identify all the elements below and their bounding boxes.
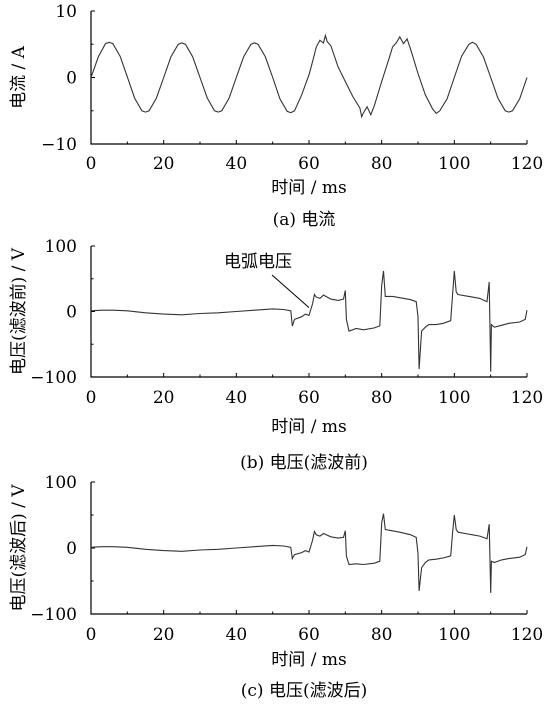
- x-tick-label: 80: [371, 625, 393, 645]
- x-tick-label: 20: [153, 388, 175, 408]
- y-axis-label: 电流 / A: [9, 45, 29, 109]
- x-tick-label: 40: [226, 154, 248, 174]
- x-tick-label: 100: [438, 388, 470, 408]
- x-tick-label: 20: [153, 625, 175, 645]
- axes: [90, 11, 527, 145]
- y-tick-label: 0: [66, 303, 77, 323]
- x-axis-label: 时间 / ms: [271, 650, 346, 670]
- annotation-leader: [271, 274, 310, 308]
- panel-caption: (b) 电压(滤波前): [240, 453, 368, 473]
- y-axis-label: 电压(滤波后) / V: [9, 484, 29, 612]
- y-tick-label: −100: [30, 368, 77, 388]
- annotation-label: 电弧电压: [224, 252, 292, 272]
- x-tick-label: 0: [86, 625, 97, 645]
- y-tick-label: 10: [55, 2, 77, 22]
- x-tick-label: 40: [226, 625, 248, 645]
- y-tick-label: 100: [45, 473, 77, 493]
- y-tick-label: −10: [41, 135, 77, 155]
- series-line: [90, 513, 528, 593]
- y-axis-label: 电压(滤波前) / V: [9, 247, 29, 375]
- panel-b: 0 20 40 60 80 100 120 100 0 −100 时间 / ms 电压(滤波前) / …: [9, 237, 543, 473]
- series-line: [90, 270, 528, 372]
- x-tick-label: 120: [511, 388, 543, 408]
- x-tick-label: 120: [511, 625, 543, 645]
- y-tick-label: 0: [66, 539, 77, 559]
- axes: [90, 482, 527, 615]
- x-tick-label: 120: [511, 154, 543, 174]
- x-tick-label: 40: [226, 388, 248, 408]
- x-axis-label: 时间 / ms: [271, 178, 346, 198]
- x-axis-label: 时间 / ms: [271, 417, 346, 437]
- y-tick-label: 100: [45, 237, 77, 257]
- axes: [90, 246, 527, 378]
- x-tick-label: 80: [371, 388, 393, 408]
- panel-caption: (a) 电流: [273, 210, 336, 230]
- x-tick-label: 60: [298, 388, 320, 408]
- x-tick-label: 100: [438, 625, 470, 645]
- x-tick-label: 0: [86, 154, 97, 174]
- x-tick-label: 60: [298, 154, 320, 174]
- x-tick-label: 20: [153, 154, 175, 174]
- panel-caption: (c) 电压(滤波后): [241, 681, 367, 701]
- x-tick-label: 60: [298, 625, 320, 645]
- y-tick-label: 0: [66, 69, 77, 89]
- y-tick-label: −100: [30, 605, 77, 625]
- panel-c: 0 20 40 60 80 100 120 100 0 −100 时间 / ms 电压(滤波后) / …: [9, 473, 543, 701]
- series-line: [90, 33, 528, 119]
- x-tick-label: 0: [86, 388, 97, 408]
- x-tick-label: 80: [371, 154, 393, 174]
- x-tick-label: 100: [438, 154, 470, 174]
